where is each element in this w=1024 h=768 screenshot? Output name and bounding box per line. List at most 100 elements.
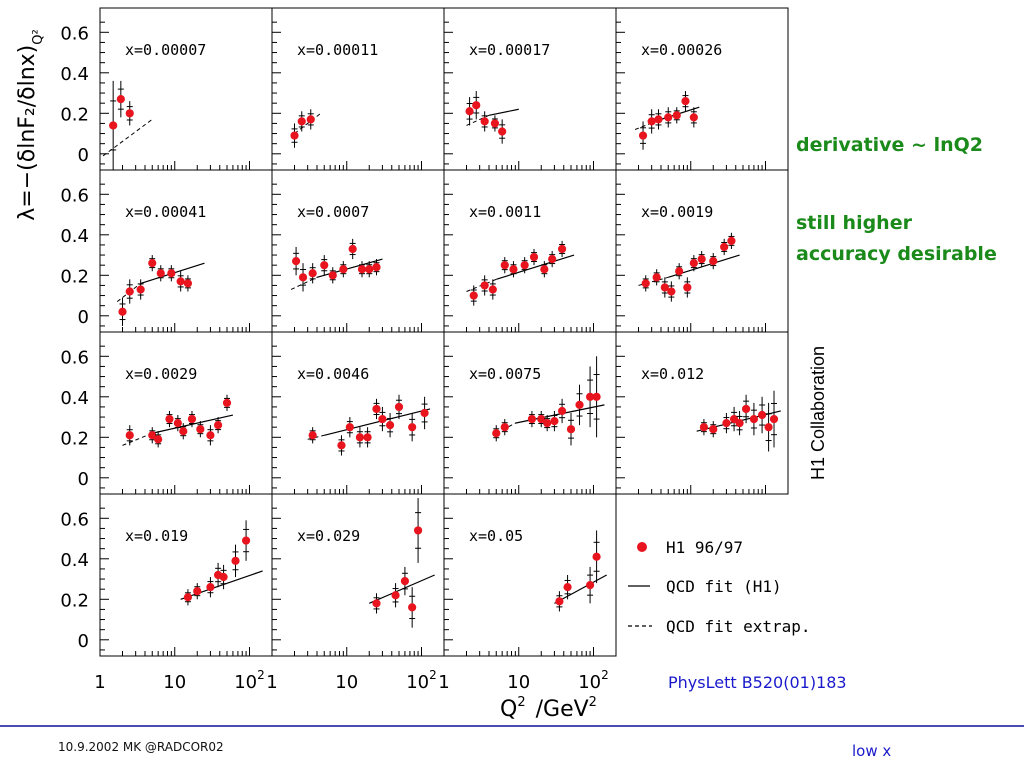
qcd-extrap-line xyxy=(638,276,669,286)
x-tick-label-exponent: 2 xyxy=(601,668,609,682)
panel-bin-label: x=0.0011 xyxy=(469,203,541,221)
x-tick-label: 10 xyxy=(163,672,186,693)
data-point xyxy=(490,119,500,128)
footer-rule xyxy=(0,725,1024,727)
data-point xyxy=(290,131,299,140)
data-point xyxy=(566,425,576,434)
y-tick-label: 0.6 xyxy=(60,347,89,368)
data-point xyxy=(664,113,673,122)
panel-frame xyxy=(271,169,445,333)
panel-1: x=0.00007 xyxy=(99,7,273,171)
annotation-derivative: derivative ~ lnQ2 xyxy=(796,134,984,156)
footer-date-author: 10.9.2002 MK @RADCOR02 xyxy=(58,740,224,754)
data-point xyxy=(156,269,165,278)
data-point xyxy=(167,269,176,278)
data-point xyxy=(154,435,163,444)
data-point xyxy=(173,419,182,428)
panel-13: x=0.019 xyxy=(99,493,273,657)
qcd-fit-line xyxy=(316,258,383,278)
data-point xyxy=(363,433,372,442)
data-point xyxy=(769,414,779,424)
panel-9: x=0.0029 xyxy=(99,331,273,495)
panel-11: x=0.0075 xyxy=(443,331,617,495)
data-point xyxy=(557,244,567,254)
panel-15: x=0.05 xyxy=(443,493,617,657)
panel-12: x=0.012 xyxy=(615,331,789,495)
data-point xyxy=(592,392,601,401)
panel-8: x=0.0019 xyxy=(615,169,789,333)
panel-frame xyxy=(99,169,273,333)
data-point xyxy=(116,95,125,104)
data-point xyxy=(529,252,539,262)
data-point xyxy=(339,265,348,274)
data-point xyxy=(697,255,706,264)
data-point xyxy=(391,591,400,600)
data-point xyxy=(720,242,729,252)
data-point xyxy=(206,431,215,440)
x-tick-label-exponent: 2 xyxy=(429,668,437,682)
x-axis-title-exponent: 2 xyxy=(517,695,525,710)
panel-bin-label: x=0.029 xyxy=(297,527,360,545)
y-tick-label: 0.4 xyxy=(60,226,89,247)
data-point xyxy=(641,279,650,288)
data-point xyxy=(683,283,692,292)
collaboration-label: H1 Collaboration xyxy=(808,345,828,481)
panel-bin-label: x=0.0019 xyxy=(641,203,713,221)
panel-bin-label: x=0.0075 xyxy=(469,365,541,383)
data-point xyxy=(592,552,601,561)
data-point xyxy=(555,597,564,606)
y-tick-label: 0 xyxy=(78,631,89,652)
data-point xyxy=(241,536,251,545)
annotation-accuracy: still higher accuracy desirable xyxy=(796,208,997,270)
data-point xyxy=(408,423,417,432)
x-tick-label: 1 xyxy=(266,672,277,693)
data-point xyxy=(699,423,709,432)
data-point xyxy=(675,267,684,276)
data-point xyxy=(125,109,134,118)
data-point xyxy=(500,261,509,270)
data-point xyxy=(408,603,417,612)
data-point xyxy=(348,244,357,254)
y-axis-title-subscript: Q² xyxy=(31,29,46,44)
y-tick-label: 0 xyxy=(78,145,89,166)
data-point xyxy=(213,421,223,430)
y-tick-label: 0.2 xyxy=(60,590,89,611)
data-point xyxy=(179,427,188,436)
data-point xyxy=(320,261,329,270)
data-point xyxy=(125,287,134,296)
data-point xyxy=(345,423,354,432)
data-point xyxy=(183,279,193,288)
data-point xyxy=(372,599,381,608)
panel-frame xyxy=(99,493,273,657)
panel-bin-label: x=0.012 xyxy=(641,365,704,383)
data-point xyxy=(136,285,145,294)
data-point xyxy=(222,398,232,407)
legend-label: QCD fit (H1) xyxy=(666,577,782,596)
y-tick-label: 0.6 xyxy=(60,185,89,206)
data-point xyxy=(654,115,663,124)
panel-bin-label: x=0.0046 xyxy=(297,365,369,383)
x-tick-label: 1 xyxy=(94,672,105,693)
data-point xyxy=(480,117,489,126)
data-point xyxy=(557,406,567,416)
y-tick-label: 0.6 xyxy=(60,23,89,44)
data-point xyxy=(672,111,681,120)
data-point xyxy=(527,414,537,424)
x-tick-label: 10 xyxy=(335,672,358,693)
data-point xyxy=(231,556,240,565)
legend: H1 96/97 QCD fit (H1) QCD fit extrap. xyxy=(628,538,811,636)
data-point xyxy=(548,255,557,264)
data-point xyxy=(298,273,308,282)
y-axis-title: λ=−(δlnF₂/δlnx)Q² xyxy=(15,29,46,220)
data-point xyxy=(660,283,669,292)
data-point xyxy=(741,404,751,414)
data-point xyxy=(328,271,337,280)
data-point xyxy=(520,261,529,270)
panel-frame xyxy=(99,7,273,171)
qcd-extrap-line xyxy=(294,112,322,134)
h1-lambda-plot: x=0.00007 x=0.00011 x=0.00017 x=0.00026 x=0.… xyxy=(15,7,811,722)
panel-bin-label: x=0.05 xyxy=(469,527,523,545)
data-point xyxy=(187,414,197,424)
data-point xyxy=(757,410,767,420)
data-point xyxy=(394,402,404,412)
